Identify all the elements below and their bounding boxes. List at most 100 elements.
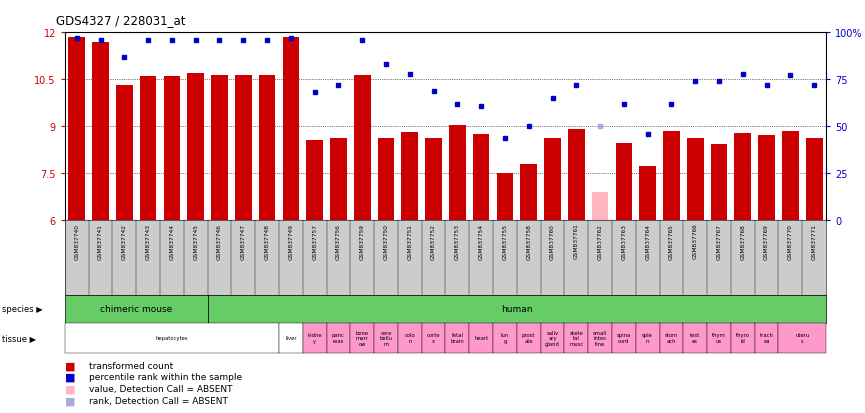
- Bar: [259, 76, 275, 221]
- Text: GSM837767: GSM837767: [716, 223, 721, 259]
- Text: value, Detection Call = ABSENT: value, Detection Call = ABSENT: [89, 384, 233, 393]
- Bar: [782, 132, 798, 221]
- Text: GSM837754: GSM837754: [478, 223, 484, 259]
- Text: GSM837753: GSM837753: [455, 223, 460, 259]
- Bar: [330, 139, 347, 221]
- Text: small
intes
tine: small intes tine: [593, 330, 607, 347]
- Text: percentile rank within the sample: percentile rank within the sample: [89, 373, 242, 382]
- Bar: [541, 323, 564, 353]
- Text: GSM837744: GSM837744: [170, 223, 175, 259]
- Bar: [493, 323, 517, 353]
- Bar: [140, 77, 157, 221]
- Bar: [659, 323, 683, 353]
- Text: GDS4327 / 228031_at: GDS4327 / 228031_at: [56, 14, 186, 27]
- Text: heart: heart: [474, 335, 488, 341]
- Text: GSM837765: GSM837765: [669, 223, 674, 259]
- Text: fetal
brain: fetal brain: [451, 332, 465, 344]
- Bar: [639, 166, 656, 221]
- Text: bone
marr
ow: bone marr ow: [356, 330, 368, 347]
- Bar: [426, 139, 442, 221]
- Bar: [306, 141, 323, 221]
- Bar: [449, 126, 465, 221]
- Bar: [517, 323, 541, 353]
- Text: cere
bellu
m: cere bellu m: [380, 330, 393, 347]
- Text: GSM837771: GSM837771: [811, 223, 817, 259]
- Bar: [279, 323, 303, 353]
- Text: GSM837749: GSM837749: [288, 223, 293, 259]
- Text: GSM837747: GSM837747: [240, 223, 246, 259]
- Bar: [93, 43, 109, 221]
- Text: GSM837756: GSM837756: [336, 223, 341, 259]
- Bar: [378, 139, 394, 221]
- Text: skele
tal
musc: skele tal musc: [569, 330, 583, 347]
- Bar: [636, 323, 659, 353]
- Text: GSM837768: GSM837768: [740, 223, 746, 259]
- Bar: [687, 139, 703, 221]
- Text: GSM837746: GSM837746: [217, 223, 222, 259]
- Text: GSM837760: GSM837760: [550, 223, 555, 259]
- Text: rank, Detection Call = ABSENT: rank, Detection Call = ABSENT: [89, 396, 228, 405]
- Text: thyro
id: thyro id: [736, 332, 750, 344]
- Bar: [683, 323, 708, 353]
- Bar: [211, 75, 227, 221]
- Text: GSM837745: GSM837745: [193, 223, 198, 259]
- Text: GSM837770: GSM837770: [788, 223, 793, 259]
- Text: GSM837759: GSM837759: [360, 223, 365, 259]
- Text: GSM837769: GSM837769: [764, 223, 769, 259]
- Text: GSM837752: GSM837752: [431, 223, 436, 259]
- Bar: [445, 323, 469, 353]
- Text: GSM837762: GSM837762: [598, 223, 603, 259]
- Bar: [711, 144, 727, 221]
- Bar: [497, 173, 513, 221]
- Text: GSM837743: GSM837743: [145, 223, 151, 259]
- Text: uteru
s: uteru s: [795, 332, 810, 344]
- Text: species ▶: species ▶: [2, 305, 42, 313]
- Text: stom
ach: stom ach: [665, 332, 678, 344]
- Bar: [568, 130, 585, 221]
- Bar: [663, 132, 680, 221]
- Bar: [612, 323, 636, 353]
- Text: ■: ■: [65, 384, 75, 394]
- Bar: [754, 323, 778, 353]
- Text: GSM837758: GSM837758: [526, 223, 531, 259]
- Text: panc
reas: panc reas: [332, 332, 345, 344]
- Text: GSM837761: GSM837761: [573, 223, 579, 259]
- Bar: [473, 135, 490, 221]
- Text: GSM837755: GSM837755: [503, 223, 508, 259]
- Text: lun
g: lun g: [501, 332, 509, 344]
- Text: thym
us: thym us: [712, 332, 726, 344]
- Bar: [592, 193, 608, 221]
- Text: GSM837750: GSM837750: [383, 223, 388, 259]
- Bar: [208, 295, 826, 323]
- Text: GSM837740: GSM837740: [74, 223, 80, 259]
- Bar: [116, 86, 132, 221]
- Text: kidne
y: kidne y: [307, 332, 322, 344]
- Bar: [731, 323, 754, 353]
- Text: GSM837757: GSM837757: [312, 223, 317, 259]
- Bar: [283, 38, 299, 221]
- Bar: [303, 323, 327, 353]
- Bar: [65, 323, 279, 353]
- Bar: [350, 323, 375, 353]
- Text: tissue ▶: tissue ▶: [2, 334, 35, 342]
- Bar: [759, 136, 775, 221]
- Bar: [422, 323, 445, 353]
- Bar: [401, 133, 418, 221]
- Text: corte
x: corte x: [426, 332, 440, 344]
- Text: trach
ea: trach ea: [759, 332, 773, 344]
- Text: GSM837742: GSM837742: [122, 223, 127, 259]
- Text: GSM837748: GSM837748: [265, 223, 270, 259]
- Text: hepatocytes: hepatocytes: [156, 335, 189, 341]
- Bar: [564, 323, 588, 353]
- Text: transformed count: transformed count: [89, 361, 173, 370]
- Text: human: human: [501, 305, 533, 313]
- Text: ■: ■: [65, 372, 75, 382]
- Text: saliv
ary
gland: saliv ary gland: [545, 330, 560, 347]
- Text: GSM837763: GSM837763: [621, 223, 626, 259]
- Bar: [235, 76, 252, 221]
- Bar: [398, 323, 422, 353]
- Bar: [588, 323, 612, 353]
- Bar: [521, 165, 537, 221]
- Text: spina
cord: spina cord: [617, 332, 631, 344]
- Bar: [734, 133, 751, 221]
